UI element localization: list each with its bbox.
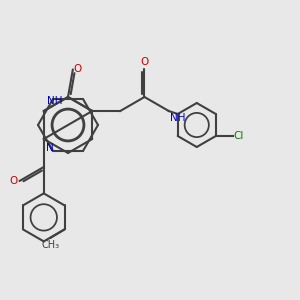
Text: N: N bbox=[46, 143, 53, 153]
Text: O: O bbox=[74, 64, 82, 74]
Text: O: O bbox=[140, 57, 148, 67]
Text: Cl: Cl bbox=[234, 131, 244, 141]
Text: NH: NH bbox=[47, 96, 62, 106]
Text: CH₃: CH₃ bbox=[41, 240, 60, 250]
Text: O: O bbox=[9, 176, 17, 186]
Text: NH: NH bbox=[170, 113, 185, 123]
